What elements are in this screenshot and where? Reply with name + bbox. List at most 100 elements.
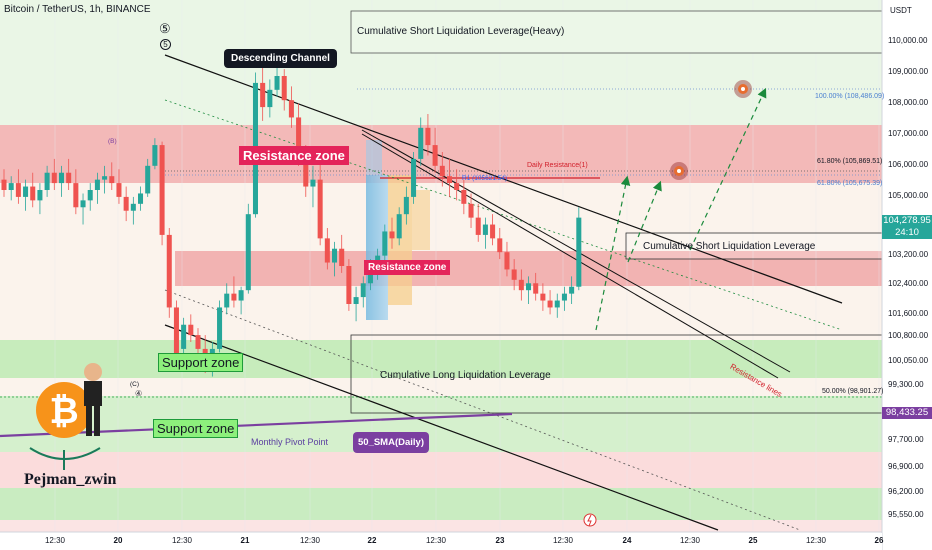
y-tick-label: 99,300.00 (888, 380, 924, 389)
annotation-sma-daily: 50_SMA(Daily) (353, 432, 429, 453)
annotation-fib-618-b: 61.80% (105,675.39) (817, 180, 883, 187)
candle-body (339, 248, 345, 266)
annotation-support-zone-1: Support zone (158, 353, 244, 372)
currency-label: USDT (890, 6, 912, 15)
candle-body (288, 100, 294, 118)
candle-body (475, 217, 481, 235)
x-tick-label: 12:30 (552, 536, 574, 545)
candle-body (181, 324, 187, 349)
y-tick-label: 100,050.00 (888, 356, 929, 365)
wave-label-5-circled: ⑤ (159, 21, 171, 36)
candle-body (37, 190, 43, 201)
candle-body (296, 117, 302, 159)
y-tick-label: 102,400.00 (888, 279, 929, 288)
y-tick-label: 105,000.00 (888, 191, 929, 200)
candle-body (454, 183, 460, 190)
candle-body (224, 293, 230, 308)
candle-body (303, 158, 309, 187)
x-tick-label: 12:30 (425, 536, 447, 545)
annotation-fib-50: 50.00% (98,901.27) (822, 388, 884, 395)
bitcoin-logo-icon: ₿ (36, 382, 92, 438)
annotation-monthly-pivot: Monthly Pivot Point (251, 437, 329, 447)
candle-body (267, 89, 273, 108)
candle-body (30, 186, 36, 201)
x-tick-label: 12:30 (805, 536, 827, 545)
y-tick-label: 110,000.00 (888, 36, 928, 45)
candle-body (511, 269, 517, 280)
candle-body (274, 76, 280, 90)
candle-body (439, 165, 445, 177)
x-tick-label: 12:30 (44, 536, 66, 545)
candle-body (8, 183, 14, 190)
candle-body (547, 300, 553, 308)
annotation-resistance-zone-2: Resistance zone (364, 260, 451, 275)
annotation-r1: R1 (105621.54) (462, 175, 508, 182)
symbol-title: Bitcoin / TetherUS, 1h, BINANCE (4, 4, 151, 15)
candle-body (102, 176, 108, 180)
candle-body (446, 176, 452, 184)
candle-body (217, 307, 223, 349)
candle-body (432, 145, 438, 166)
candle-body (346, 266, 352, 304)
x-tick-label: 25 (748, 536, 758, 545)
candle-body (317, 179, 323, 239)
candle-body (468, 203, 474, 218)
annotation-short-liq: Cumulative Short Liquidation Leverage (643, 241, 816, 252)
avatar (84, 363, 102, 436)
annotation-fib-100: 100.00% (108,486.09) (815, 93, 885, 100)
candle-body (159, 145, 165, 235)
candle-body (482, 224, 488, 235)
candle-body (526, 283, 532, 291)
sma-price-tag: 98,433.25 (882, 407, 932, 419)
annotation-descending-channel: Descending Channel (224, 49, 337, 68)
candle-body (332, 248, 338, 263)
x-tick-label: 12:30 (679, 536, 701, 545)
candle-body (497, 238, 503, 253)
candle-body (518, 279, 524, 291)
candle-body (245, 214, 251, 291)
candle-countdown: 24:10 (895, 227, 919, 238)
annotation-fib-618-a: 61.80% (105,869.51) (817, 158, 883, 165)
candle-body (411, 158, 417, 197)
y-tick-label: 107,000.00 (888, 129, 929, 138)
y-tick-label: 109,000.00 (888, 67, 929, 76)
y-tick-label: 106,000.00 (888, 160, 929, 169)
candle-body (533, 283, 539, 294)
candle-body (396, 214, 402, 239)
candle-body (353, 297, 359, 304)
current-price: 104,278.95 (883, 215, 931, 226)
lightning-icon (583, 513, 597, 527)
wave-label-4: ④ (135, 389, 143, 398)
candle-body (461, 190, 467, 204)
candle-body (109, 176, 115, 184)
x-tick-label: 21 (240, 536, 250, 545)
lower-red-zone (0, 452, 882, 488)
x-tick-label: 20 (113, 536, 123, 545)
annotation-support-zone-2: Support zone (153, 419, 239, 438)
y-tick-label: 96,200.00 (888, 487, 924, 496)
candle-body (576, 217, 582, 287)
candle-body (561, 293, 567, 301)
y-tick-label: 103,200.00 (888, 250, 929, 259)
candle-body (195, 335, 201, 349)
svg-text:₿: ₿ (49, 390, 78, 431)
candle-body (87, 190, 93, 201)
x-tick-label: 23 (495, 536, 505, 545)
support-zone-upper (0, 340, 882, 378)
y-tick-label: 95,550.00 (888, 510, 924, 519)
short-liq-heavy-box (350, 10, 883, 54)
wave-label-c: (C) (130, 381, 140, 388)
bottom-green-zone (0, 488, 882, 520)
candle-body (569, 286, 575, 294)
x-tick-label: 12:30 (171, 536, 193, 545)
x-tick-label: 26 (874, 536, 884, 545)
wave-label-b: (B) (108, 138, 117, 145)
author-signature: Pejman_zwin (24, 471, 117, 488)
x-tick-label: 12:30 (299, 536, 321, 545)
annotation-daily-resistance: Daily Resistance(1) (527, 162, 588, 169)
candle-body (51, 172, 57, 184)
candle-body (238, 290, 244, 301)
candle-body (260, 82, 266, 108)
